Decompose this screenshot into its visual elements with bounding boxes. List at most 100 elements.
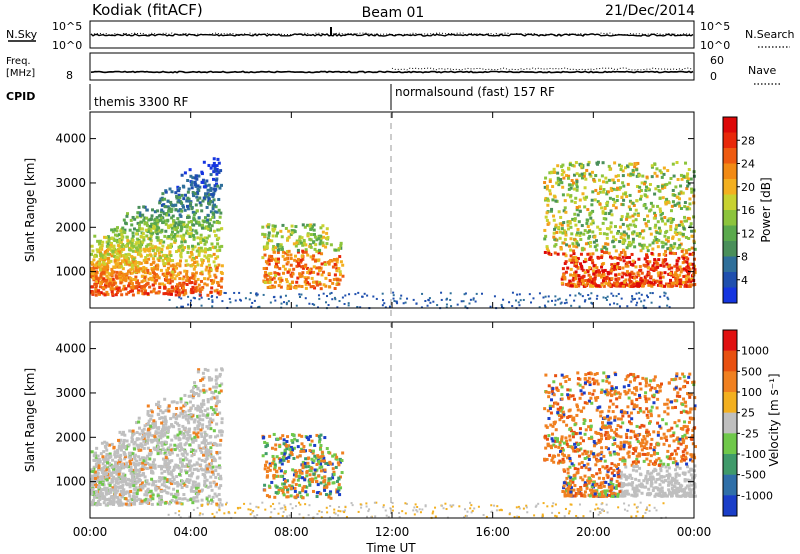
echo-cell: [582, 174, 586, 178]
nsky-strip-frame: [89, 20, 695, 49]
echo-cell: [218, 384, 222, 388]
echo-cell: [302, 241, 306, 245]
echo-cell: [388, 305, 391, 308]
echo-cell: [129, 276, 133, 280]
echo-cell: [311, 460, 315, 464]
echo-cell: [197, 216, 201, 220]
echo-cell: [176, 285, 180, 289]
echo-cell: [178, 497, 182, 501]
echo-cell: [304, 277, 308, 281]
echo-cell: [142, 459, 146, 463]
echo-cell: [312, 223, 316, 227]
echo-cell: [581, 246, 585, 250]
echo-cell: [190, 288, 194, 292]
echo-cell: [613, 262, 617, 266]
echo-cell: [184, 417, 188, 421]
echo-cell: [140, 499, 144, 503]
echo-cell: [272, 476, 276, 480]
echo-cell: [197, 283, 201, 287]
echo-cell: [188, 434, 192, 438]
echo-cell: [206, 368, 210, 372]
echo-cell: [685, 260, 689, 264]
echo-cell: [160, 421, 164, 425]
echo-cell: [625, 270, 629, 274]
echo-cell: [118, 461, 122, 465]
echo-cell: [282, 482, 286, 486]
echo-cell: [305, 474, 309, 478]
echo-cell: [605, 298, 608, 301]
echo-cell: [314, 476, 318, 480]
echo-cell: [341, 274, 345, 278]
echo-cell: [673, 203, 677, 207]
echo-cell: [664, 249, 668, 253]
echo-cell: [619, 186, 623, 190]
echo-cell: [183, 414, 187, 418]
echo-cell: [636, 301, 639, 304]
echo-cell: [193, 264, 197, 268]
echo-cell: [152, 224, 156, 228]
echo-cell: [669, 225, 673, 229]
echo-cell: [272, 248, 276, 252]
echo-cell: [609, 221, 613, 225]
echo-cell: [281, 434, 285, 438]
echo-cell: [649, 275, 653, 279]
echo-cell: [296, 262, 300, 266]
echo-cell: [91, 488, 95, 492]
echo-cell: [628, 244, 632, 248]
echo-cell: [196, 408, 200, 412]
echo-cell: [100, 244, 104, 248]
echo-cell: [196, 242, 200, 246]
echo-cell: [106, 292, 110, 296]
echo-cell: [683, 215, 687, 219]
echo-cell: [157, 251, 161, 255]
echo-cell: [96, 454, 100, 458]
echo-cell: [590, 280, 594, 284]
echo-cell: [132, 244, 136, 248]
echo-cell: [128, 429, 132, 433]
echo-cell: [619, 164, 623, 168]
echo-cell: [216, 242, 220, 246]
echo-cell: [210, 242, 214, 246]
echo-cell: [313, 454, 317, 458]
echo-cell: [262, 279, 266, 283]
echo-cell: [101, 240, 105, 244]
echo-cell: [406, 297, 409, 300]
echo-cell: [604, 242, 608, 246]
echo-cell: [212, 252, 216, 256]
echo-cell: [219, 279, 223, 283]
echo-cell: [108, 452, 112, 456]
echo-cell: [102, 501, 106, 505]
echo-cell: [167, 279, 171, 283]
echo-cell: [169, 200, 173, 204]
echo-cell: [600, 265, 604, 269]
echo-cell: [181, 246, 185, 250]
echo-cell: [686, 216, 690, 220]
echo-cell: [114, 460, 118, 464]
echo-cell: [570, 260, 574, 264]
echo-cell: [146, 428, 150, 432]
echo-cell: [150, 244, 154, 248]
echo-cell: [198, 414, 202, 418]
echo-cell: [276, 474, 280, 478]
echo-cell: [685, 207, 689, 211]
echo-cell: [202, 160, 206, 164]
echo-cell: [203, 282, 207, 286]
echo-cell: [159, 268, 163, 272]
echo-cell: [327, 262, 331, 266]
cpid-label: CPID: [6, 90, 35, 103]
echo-cell: [292, 446, 296, 450]
echo-cell: [198, 298, 201, 301]
nsearch-tick-bottom: 10^0: [700, 39, 730, 52]
echo-cell: [393, 300, 396, 303]
echo-cell: [638, 264, 642, 268]
echo-cell: [307, 282, 311, 286]
echo-cell: [97, 478, 101, 482]
echo-cell: [625, 246, 629, 250]
echo-cell: [186, 438, 190, 442]
echo-cell: [129, 456, 133, 460]
echo-cell: [209, 427, 213, 431]
echo-cell: [493, 295, 496, 298]
echo-cell: [399, 297, 402, 300]
echo-cell: [545, 247, 549, 251]
echo-cell: [589, 174, 593, 178]
